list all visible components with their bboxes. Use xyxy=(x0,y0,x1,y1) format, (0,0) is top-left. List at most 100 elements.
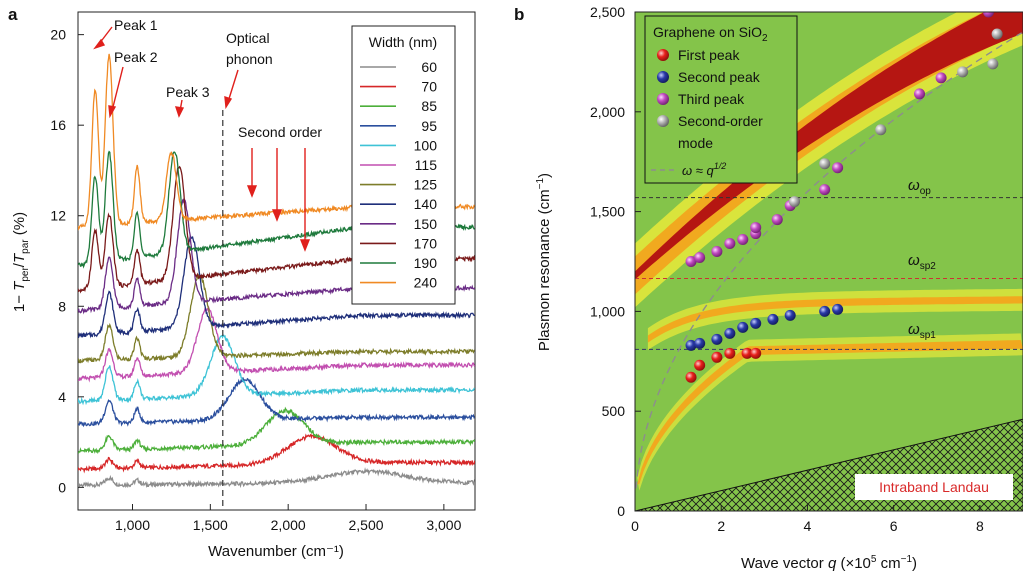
legend-label-170: 170 xyxy=(414,235,438,251)
first-peak-point xyxy=(685,371,697,383)
third-peak-point xyxy=(935,72,947,84)
spectrum-curve-95 xyxy=(78,377,475,428)
y-tick-label: 20 xyxy=(50,27,66,43)
legend-items: 60 70 85 95 100 115 125 140 150 170 190 240 xyxy=(360,59,437,291)
second-order-point xyxy=(987,58,999,70)
legend-label-150: 150 xyxy=(414,216,438,232)
second-order-point xyxy=(875,124,887,136)
legend-marker-second-order xyxy=(657,115,669,127)
legend-label-85: 85 xyxy=(421,98,437,114)
second-order-point xyxy=(957,66,969,78)
y-tick-label: 0 xyxy=(58,479,66,495)
legend-mode: mode xyxy=(678,135,713,151)
legend-third-peak: Third peak xyxy=(678,91,745,107)
second-order-point xyxy=(789,196,801,208)
spectrum-curve-85 xyxy=(78,406,475,455)
panel-b-y-axis-label: Plasmon resonance (cm−1) xyxy=(535,173,553,351)
second-peak-point xyxy=(832,303,844,315)
y-tick-label: 2,000 xyxy=(590,104,625,120)
legend-label-240: 240 xyxy=(414,275,438,291)
panel-b-x-ticks: 0 2 4 6 8 xyxy=(631,505,984,534)
landau-label-box xyxy=(855,474,1013,500)
x-tick-label: 1,000 xyxy=(115,517,150,533)
third-peak-point xyxy=(685,256,697,267)
panel-a-y-ticks: 0 4 8 12 16 20 xyxy=(50,27,84,495)
second-peak-point xyxy=(694,337,706,349)
legend-title: Width (nm) xyxy=(369,34,437,50)
x-tick-label: 4 xyxy=(804,518,812,534)
third-peak-point xyxy=(832,162,844,174)
omega-op-label: ωop xyxy=(908,177,931,197)
panel-a-x-ticks: 1,000 1,500 2,000 2,500 3,000 xyxy=(115,504,462,533)
upper-band-glow xyxy=(635,12,1023,308)
omega-sp2-label: ωsp2 xyxy=(908,252,936,272)
legend-title-b: Graphene on SiO2 xyxy=(653,24,768,44)
panel-a-annotations: Peak 1 Peak 2 Peak 3 Optical phonon Seco… xyxy=(93,17,322,252)
spectrum-curve-125 xyxy=(78,273,475,364)
omega-sp1-label: ωsp1 xyxy=(908,321,936,341)
third-peak-point xyxy=(819,184,831,196)
peak-2-label: Peak 2 xyxy=(114,49,158,65)
panel-b-y-ticks: 0 500 1,000 1,500 2,000 2,500 xyxy=(590,4,641,519)
legend-label-125: 125 xyxy=(414,177,438,193)
second-peak-point xyxy=(737,321,749,333)
legend-marker-second xyxy=(657,71,669,83)
legend-box-b xyxy=(644,15,798,184)
legend-marker-first xyxy=(657,49,669,61)
y-tick-label: 2,500 xyxy=(590,4,625,20)
y-tick-label: 0 xyxy=(617,503,625,519)
x-tick-label: 1,500 xyxy=(193,517,228,533)
panel-b-x-axis-label: Wave vector q (×105 cm−1) xyxy=(741,554,917,572)
first-peak-point xyxy=(741,347,753,359)
third-peak-point xyxy=(914,88,926,100)
panel-a-y-axis-label: 1− Tper/Tpar (%) xyxy=(11,212,31,312)
third-peak-point xyxy=(983,12,995,18)
y-tick-label: 1,000 xyxy=(590,303,625,319)
third-peak-point xyxy=(724,238,736,250)
spectrum-curve-70 xyxy=(78,433,475,474)
second-peak-point xyxy=(819,305,831,317)
second-peak-point xyxy=(784,309,796,321)
second-peak-point xyxy=(711,333,723,345)
first-peak-point xyxy=(694,359,706,371)
spectrum-curve-140 xyxy=(78,235,475,339)
spectrum-curve-60 xyxy=(78,467,475,489)
spectrum-curve-100 xyxy=(78,334,475,406)
third-peak-point xyxy=(771,214,783,226)
reference-lines xyxy=(635,197,1023,350)
second-peak-point xyxy=(724,327,736,339)
panel-a-x-axis-label: Wavenumber (cm⁻¹) xyxy=(208,543,344,560)
scatter-points xyxy=(685,12,1003,383)
middle-band-core xyxy=(647,296,1023,343)
second-order-point xyxy=(991,28,1003,40)
y-tick-label: 8 xyxy=(58,298,66,314)
second-peak-point xyxy=(767,313,779,325)
legend-first-peak: First peak xyxy=(678,47,740,63)
peak-3-label: Peak 3 xyxy=(166,84,210,100)
panel-b-frame xyxy=(634,11,1023,512)
plasmon-bands xyxy=(635,12,1023,491)
landau-label: Intraband Landau xyxy=(879,479,989,495)
legend-label-190: 190 xyxy=(414,255,438,271)
x-tick-label: 2,000 xyxy=(271,517,306,533)
third-peak-point xyxy=(711,246,723,258)
fit-curve xyxy=(635,32,1023,489)
y-tick-label: 16 xyxy=(50,117,66,133)
y-tick-label: 4 xyxy=(58,389,66,405)
x-tick-label: 2 xyxy=(717,518,725,534)
x-tick-label: 3,000 xyxy=(426,517,461,533)
second-order-point xyxy=(819,158,831,170)
legend-label-100: 100 xyxy=(414,137,438,153)
annotation-arrows xyxy=(93,26,311,252)
legend-fit-label: ω ≈ q1/2 xyxy=(682,161,726,178)
panel-a-frame xyxy=(77,11,476,511)
legend-marker-third xyxy=(657,93,669,105)
legend-label-95: 95 xyxy=(421,118,437,134)
second-peak-point xyxy=(750,317,762,329)
legend-label-70: 70 xyxy=(421,79,437,95)
upper-band-core xyxy=(635,12,1023,280)
optical-label-line2: phonon xyxy=(226,51,273,67)
second-order-label: Second order xyxy=(238,124,322,140)
first-peak-point xyxy=(724,347,736,359)
